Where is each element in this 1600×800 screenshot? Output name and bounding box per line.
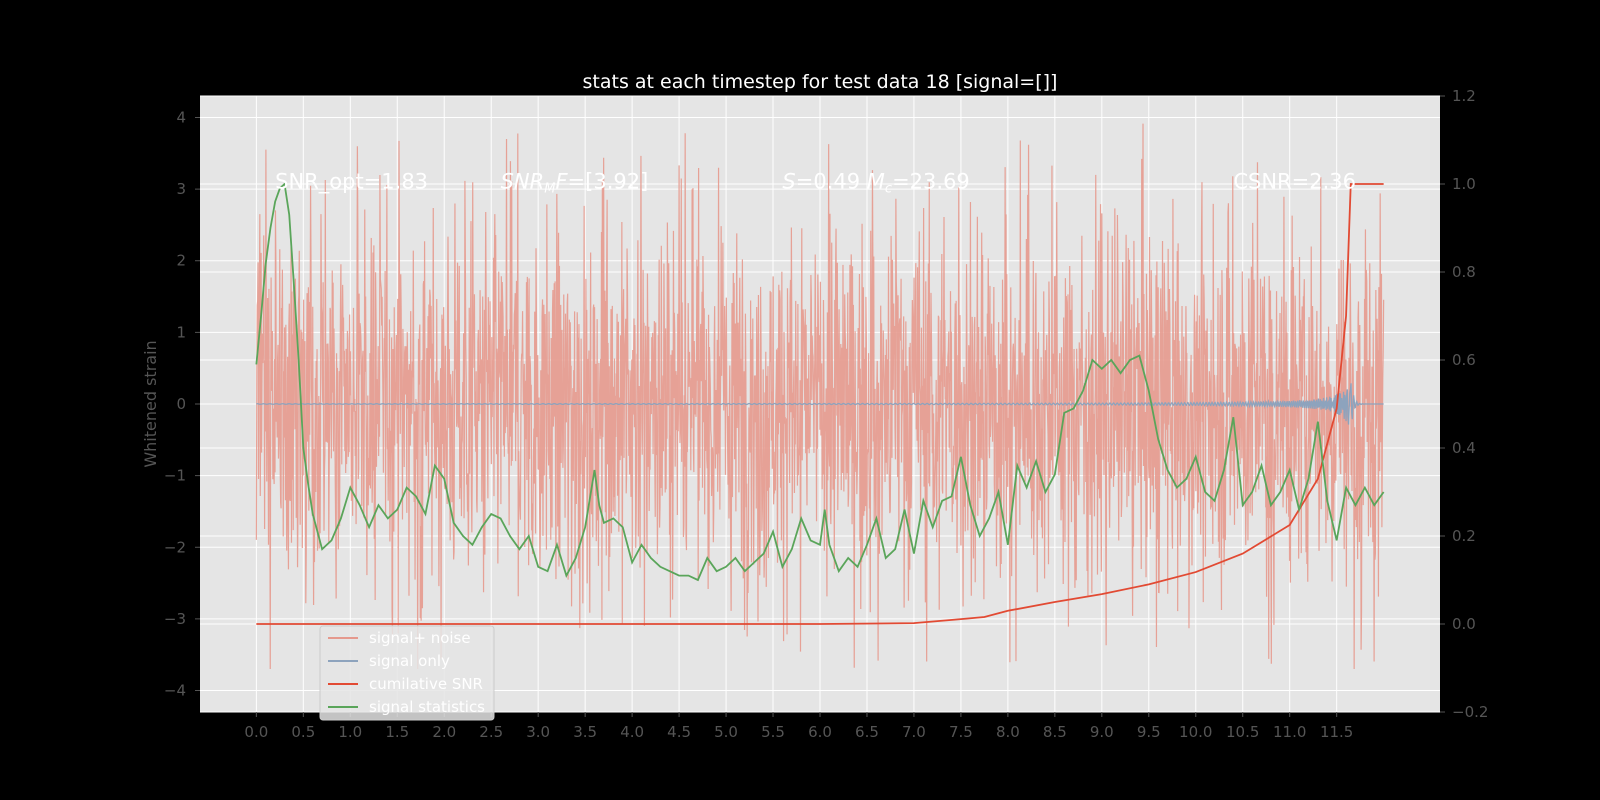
signal-plus-noise-series [255,123,1385,670]
cumulative-snr-series [256,183,1384,625]
y-right-tick-label: 0.0 [1452,615,1476,633]
x-tick-label: 2.0 [432,723,456,741]
x-axis-ticks: 0.0 0.5 1.0 1.5 2.0 2.5 3.0 3.5 4.0 4.5 5.0 5.5 6.0 6… [244,712,1353,741]
y-right-tick-label: 0.2 [1452,527,1476,545]
x-tick-label: 11.0 [1273,723,1306,741]
y-right-tick-label: 0.4 [1452,439,1476,457]
x-tick-label: 8.0 [996,723,1020,741]
y-left-tick-label: 3 [176,180,186,198]
x-tick-label: 6.5 [855,723,879,741]
legend-label: cumilative SNR [369,675,483,693]
x-tick-label: 7.0 [902,723,926,741]
legend-label: signal+ noise [369,629,471,647]
x-tick-label: 3.5 [573,723,597,741]
y-right-tick-label: 1.2 [1452,87,1476,105]
legend-box [319,625,495,721]
x-tick-label: 9.0 [1090,723,1114,741]
x-tick-label: 2.5 [479,723,503,741]
x-tick-label: 9.5 [1137,723,1161,741]
chart-title: stats at each timestep for test data 18 … [583,71,1058,93]
x-tick-label: 1.5 [385,723,409,741]
y-right-tick-label: 0.6 [1452,351,1476,369]
legend[interactable]: signal+ noise signal only cumilative SNR si… [319,625,495,721]
legend-label: signal statistics [369,698,485,716]
y-left-tick-label: −2 [164,538,186,556]
x-tick-label: 0.5 [291,723,315,741]
y-right-tick-label: 1.0 [1452,175,1476,193]
x-tick-label: 6.0 [808,723,832,741]
x-tick-label: 8.5 [1043,723,1067,741]
y-left-tick-label: −3 [164,610,186,628]
y-left-tick-label: 4 [176,108,186,126]
signal-statistics-series [255,182,1385,582]
x-tick-label: 0.0 [244,723,268,741]
y-left-tick-label: −4 [164,682,186,700]
y-left-tick-label: 0 [176,395,186,413]
annotation-csnr: CSNR=2.36 [1233,169,1356,193]
y-left-tick-label: −1 [164,467,186,485]
x-tick-label: 7.5 [949,723,973,741]
y-axis-right-ticks: 1.2 1.0 0.8 0.6 0.4 0.2 0.0 −0.2 [1440,87,1488,721]
y-left-tick-label: 1 [176,323,186,341]
annotations: SNR_opt=1.83 SNRMF=[3.92] S=0.49 Mc=23.69 C… [275,169,1356,196]
legend-label: signal only [369,652,450,670]
x-tick-label: 3.0 [526,723,550,741]
y-right-tick-label: 0.8 [1452,263,1476,281]
noise-trace [255,123,1385,670]
x-tick-label: 4.5 [667,723,691,741]
annotation-snr-opt: SNR_opt=1.83 [275,169,428,194]
annotation-s-mc: S=0.49 Mc=23.69 [782,169,969,196]
y-axis-left-ticks: 4 3 2 1 0 −1 −2 −3 −4 [164,108,200,700]
y-axis-label: Whitened strain [141,340,160,467]
x-tick-label: 4.0 [620,723,644,741]
x-tick-label: 10.0 [1179,723,1212,741]
x-tick-label: 1.0 [338,723,362,741]
x-tick-label: 10.5 [1226,723,1259,741]
signal-only-series [256,383,1384,425]
x-tick-label: 5.0 [714,723,738,741]
y-right-tick-label: −0.2 [1452,703,1488,721]
y-left-tick-label: 2 [176,252,186,270]
x-tick-label: 11.5 [1320,723,1353,741]
x-tick-label: 5.5 [761,723,785,741]
annotation-snr-mf: SNRMF=[3.92] [501,169,649,196]
